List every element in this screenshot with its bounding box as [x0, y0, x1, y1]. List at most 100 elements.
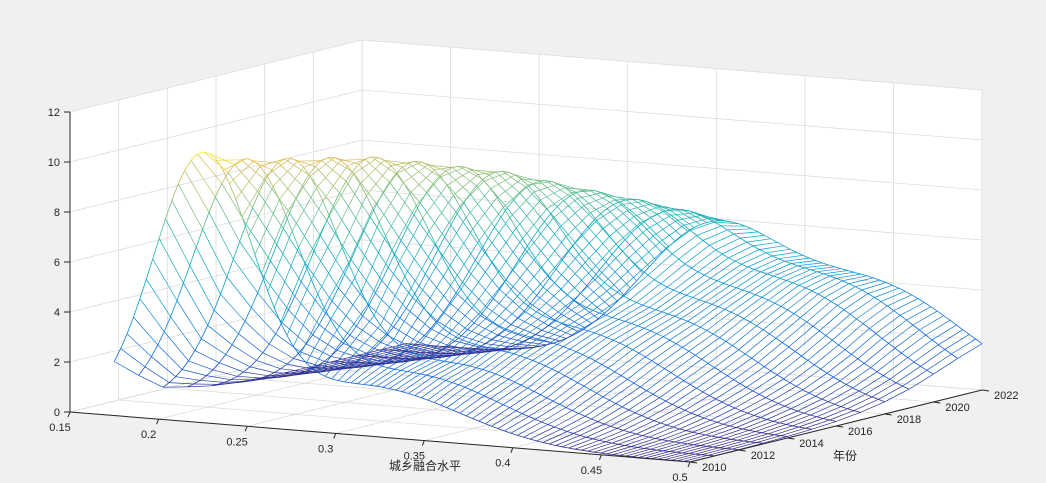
- mesh-line-x: [646, 229, 654, 237]
- mesh-line-x: [663, 336, 670, 341]
- mesh-line-year: [144, 366, 170, 383]
- mesh-line-year: [709, 233, 734, 246]
- mesh-line-x: [426, 374, 433, 378]
- mesh-line-x: [702, 240, 710, 246]
- mesh-line-x: [403, 182, 411, 194]
- mesh-line-year: [336, 349, 362, 359]
- mesh-line-year: [467, 262, 493, 299]
- mesh-line-x: [498, 329, 505, 336]
- mesh-line-x: [248, 379, 256, 382]
- mesh-line-x: [344, 259, 352, 275]
- mesh-line-year: [529, 426, 555, 440]
- mesh-line-x: [581, 226, 589, 235]
- mesh-line-year: [563, 200, 589, 228]
- mesh-line-x: [605, 314, 613, 318]
- mesh-line-x: [317, 293, 325, 308]
- mesh-line-year: [510, 258, 536, 290]
- mesh-line-year: [581, 441, 606, 451]
- mesh-line-x: [659, 241, 667, 249]
- mesh-line-year: [901, 334, 926, 354]
- mesh-line-year: [628, 393, 654, 411]
- mesh-line-year: [896, 366, 921, 384]
- y-tick-mark: [738, 449, 746, 452]
- mesh-line-year: [627, 360, 652, 380]
- mesh-line-year: [715, 383, 741, 400]
- mesh-line-x: [765, 252, 773, 257]
- mesh-line-year: [472, 197, 498, 230]
- mesh-line-x: [829, 275, 837, 279]
- mesh-line-x: [784, 260, 792, 264]
- mesh-line-year: [664, 453, 689, 461]
- mesh-line-x: [412, 343, 420, 345]
- mesh-line-year: [639, 368, 665, 388]
- mesh-line-x: [295, 185, 303, 199]
- mesh-line-year: [226, 276, 252, 308]
- mesh-line-year: [386, 334, 412, 348]
- mesh-line-x: [399, 307, 407, 319]
- mesh-line-year: [686, 277, 711, 296]
- mesh-line-year: [811, 421, 837, 430]
- mesh-line-x: [360, 365, 367, 368]
- mesh-line-x: [273, 307, 281, 323]
- mesh-line-year: [725, 321, 751, 342]
- mesh-line-x: [187, 383, 194, 388]
- mesh-line-x: [926, 369, 934, 375]
- mesh-line-year: [806, 301, 832, 323]
- mesh-line-x: [865, 393, 873, 398]
- mesh-line-x: [811, 290, 819, 295]
- mesh-line-year: [126, 333, 152, 357]
- mesh-line-x: [830, 301, 838, 306]
- mesh-line-x: [407, 214, 415, 228]
- mesh-line-year: [853, 399, 879, 411]
- mesh-line-x: [665, 400, 673, 405]
- mesh-line-x: [460, 288, 468, 299]
- mesh-line-x: [613, 339, 620, 344]
- mesh-line-year: [517, 421, 542, 436]
- mesh-line-year: [858, 375, 884, 392]
- mesh-line-x: [831, 339, 839, 346]
- mesh-line-year: [404, 351, 430, 356]
- mesh-line-x: [809, 257, 816, 261]
- mesh-line-year: [581, 234, 607, 263]
- mesh-line-year: [647, 253, 673, 276]
- mesh-line-year: [171, 200, 197, 248]
- mesh-line-year: [800, 297, 825, 318]
- mesh-line-x: [695, 453, 702, 456]
- mesh-line-x: [610, 425, 618, 429]
- mesh-line-year: [660, 263, 686, 284]
- mesh-line-x: [843, 309, 851, 315]
- mesh-line-x: [547, 424, 555, 428]
- mesh-line-x: [606, 204, 614, 209]
- mesh-line-x: [322, 200, 330, 216]
- mesh-line-x: [594, 213, 601, 221]
- mesh-line-year: [544, 221, 569, 252]
- z-tick-label: 8: [54, 207, 60, 219]
- mesh-line-year: [778, 389, 803, 404]
- mesh-line-year: [362, 333, 388, 358]
- mesh-line-x: [355, 315, 363, 327]
- mesh-line-year: [655, 292, 681, 310]
- mesh-line-x: [839, 380, 847, 385]
- mesh-line-x: [663, 450, 670, 452]
- mesh-line-x: [439, 378, 446, 381]
- mesh-line-year: [332, 205, 358, 246]
- mesh-line-x: [581, 328, 588, 332]
- mesh-line-year: [488, 353, 514, 372]
- mesh-line-year: [327, 157, 353, 172]
- mesh-line-x: [675, 451, 683, 454]
- mesh-line-year: [718, 289, 743, 307]
- mesh-line-x: [943, 315, 951, 321]
- x-tick-mark: [67, 411, 71, 418]
- mesh-line-x: [796, 252, 804, 256]
- mesh-line-year: [499, 302, 525, 327]
- x-tick-label: 0.4: [495, 458, 510, 470]
- mesh-line-year: [384, 159, 409, 164]
- mesh-line-x: [624, 321, 632, 324]
- mesh-line-x: [654, 279, 662, 284]
- mesh-line-year: [370, 368, 395, 386]
- mesh-line-x: [381, 365, 389, 369]
- mesh-line-year: [596, 375, 622, 394]
- mesh-line-x: [397, 361, 404, 363]
- mesh-line-x: [715, 249, 723, 255]
